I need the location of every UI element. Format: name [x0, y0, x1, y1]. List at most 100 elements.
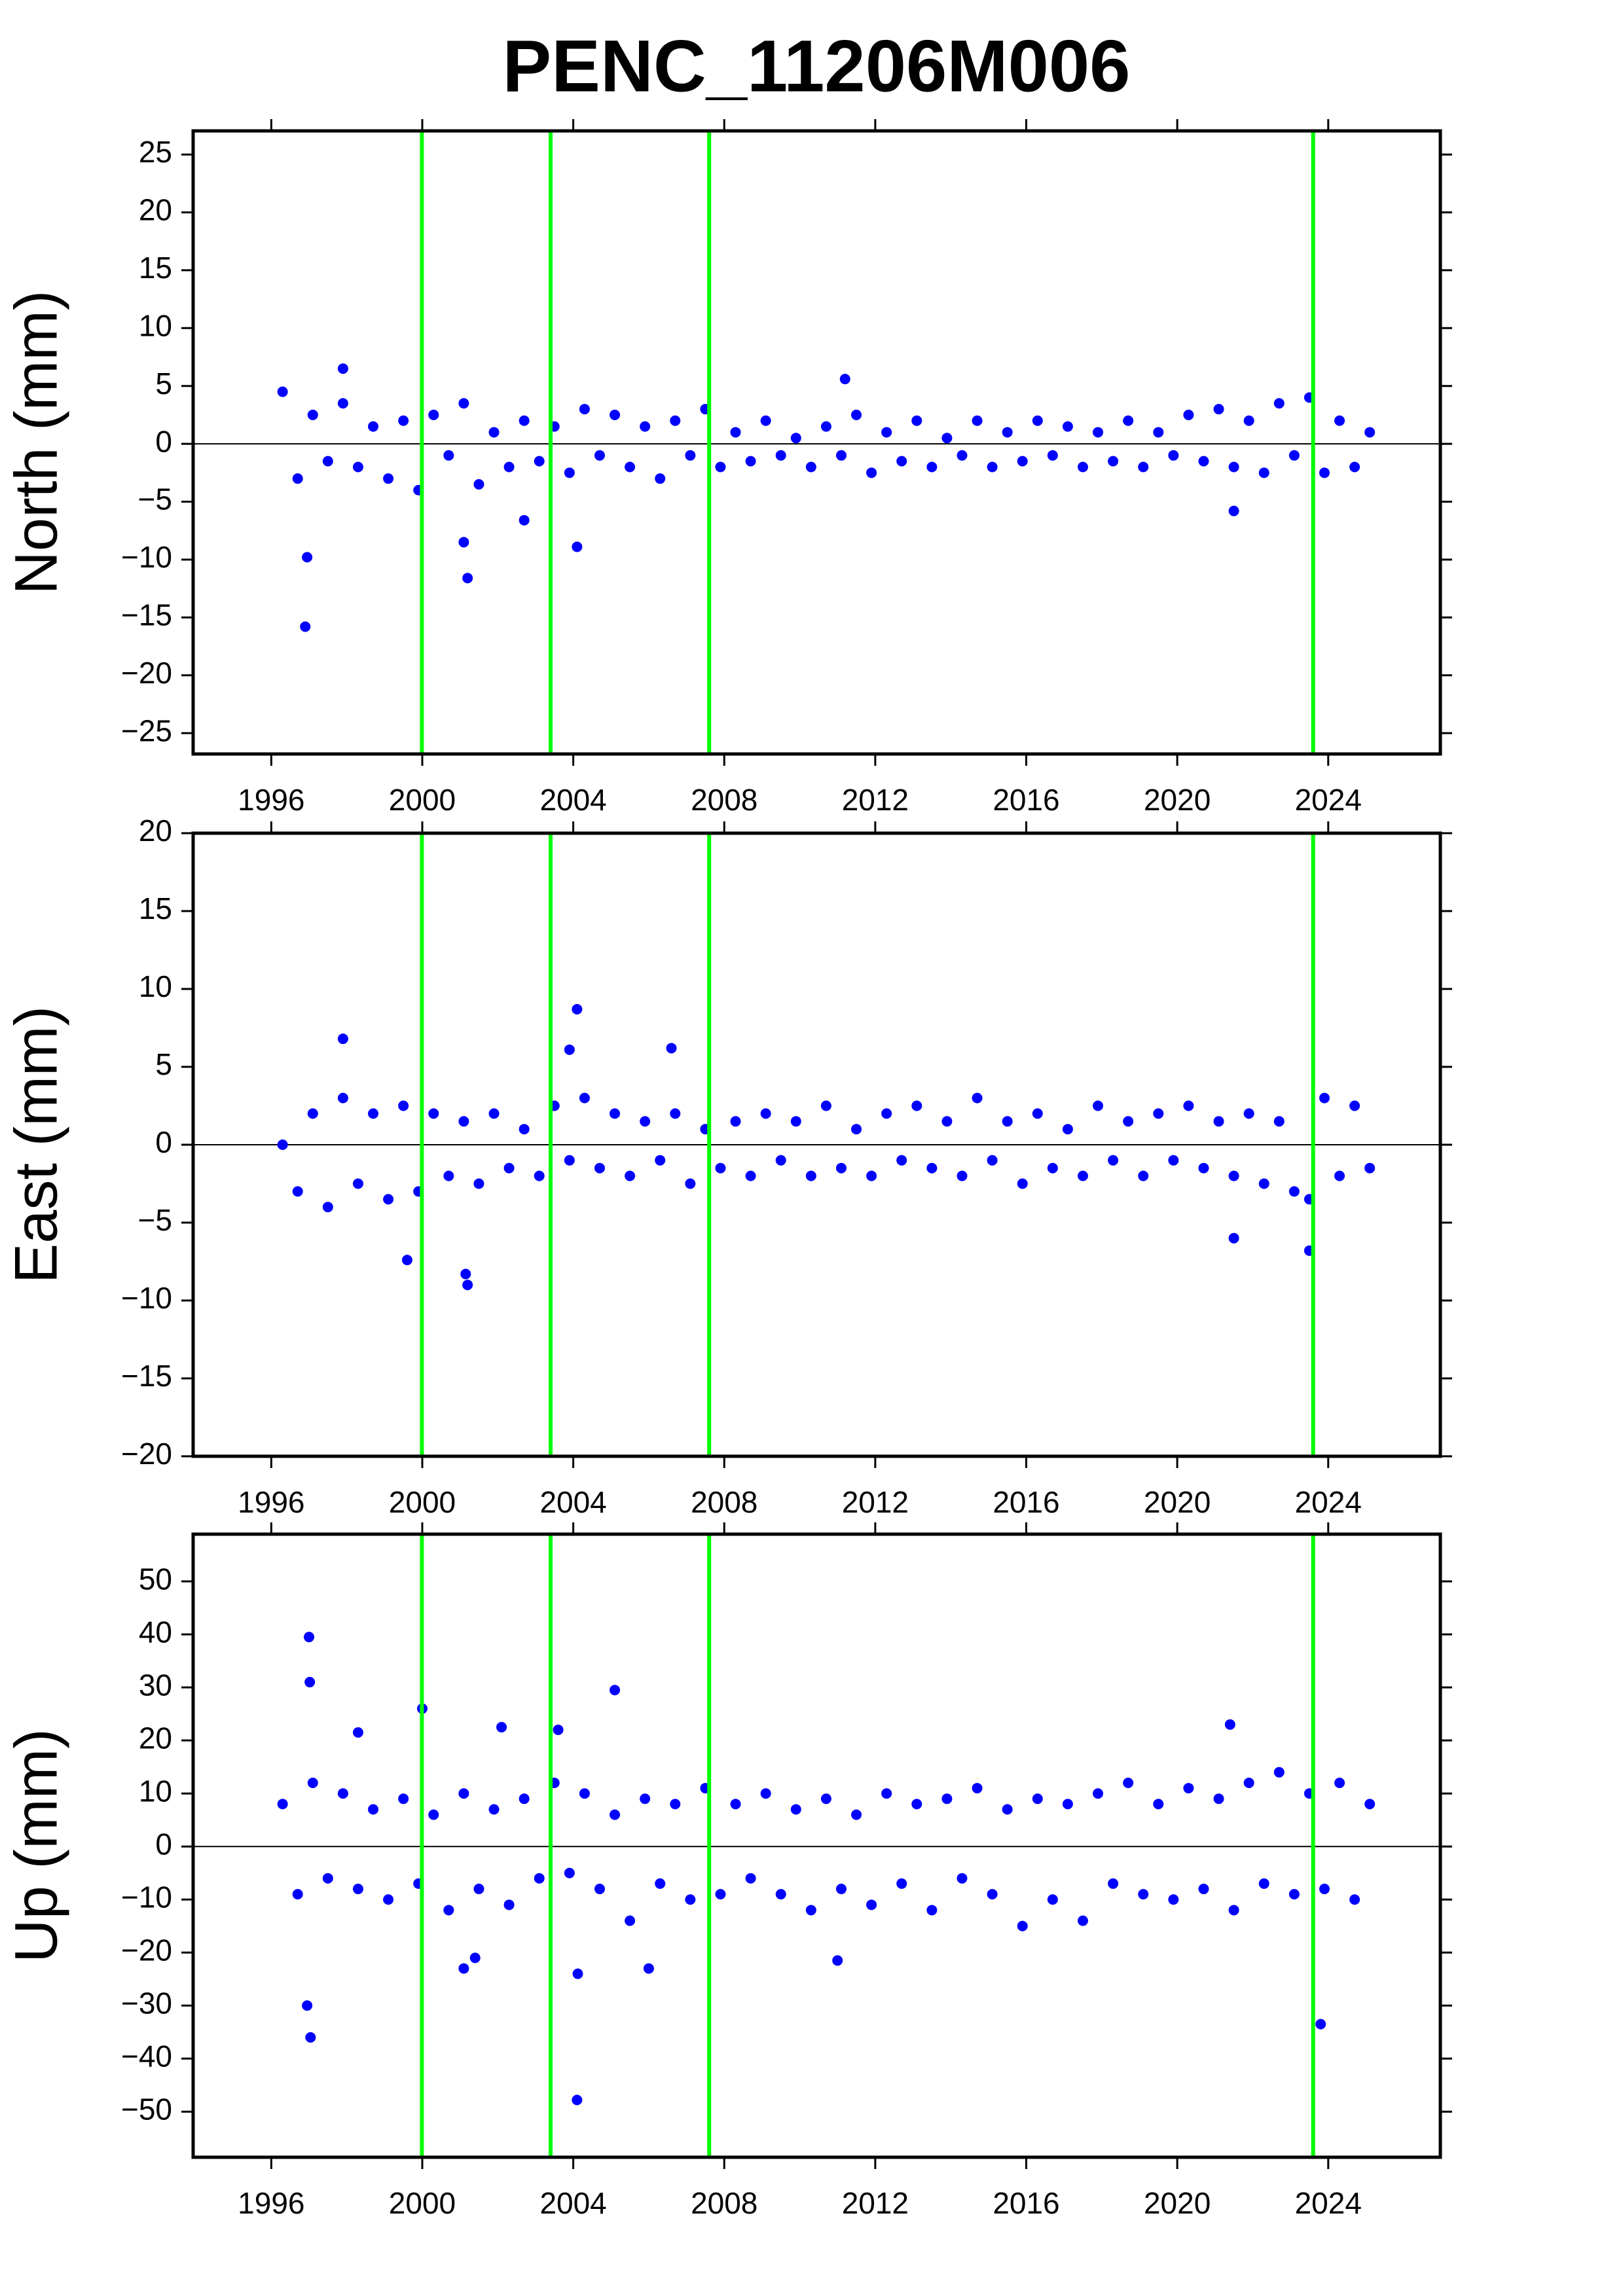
point	[1138, 1170, 1149, 1181]
point	[881, 1108, 892, 1119]
point	[579, 1788, 590, 1799]
point	[352, 1178, 363, 1189]
x-tick-label: 2024	[1295, 783, 1362, 817]
point	[1077, 1170, 1088, 1181]
point	[1334, 1777, 1345, 1788]
point	[610, 1809, 621, 1820]
plot-area	[193, 1534, 1440, 2157]
point	[685, 1178, 696, 1189]
x-tick-label: 2012	[842, 2186, 909, 2220]
point	[610, 409, 621, 420]
y-tick-label: 20	[139, 814, 172, 848]
point	[835, 1884, 847, 1895]
x-tick-label: 1996	[238, 2186, 304, 2220]
point	[760, 1788, 771, 1799]
point	[1228, 1905, 1239, 1916]
point	[972, 415, 983, 426]
y-tick-label: −15	[121, 1359, 172, 1393]
x-tick-label: 2020	[1144, 1485, 1211, 1519]
point	[1198, 1162, 1209, 1174]
point	[790, 433, 801, 444]
point	[307, 1108, 318, 1119]
point	[941, 1793, 953, 1804]
point	[337, 1033, 348, 1045]
point	[1077, 1915, 1088, 1926]
point	[519, 415, 530, 426]
point	[911, 415, 922, 426]
point	[670, 1799, 681, 1810]
y-tick-label: 30	[139, 1668, 172, 1702]
point	[1243, 1777, 1254, 1788]
point	[458, 537, 469, 548]
y-tick-label: 40	[139, 1615, 172, 1649]
point	[1243, 415, 1254, 426]
point	[1273, 398, 1285, 409]
point	[625, 1170, 636, 1181]
point	[957, 1170, 968, 1181]
x-tick-label: 2004	[539, 783, 606, 817]
point	[1108, 456, 1119, 467]
point	[715, 461, 726, 473]
point	[1032, 415, 1043, 426]
point	[534, 1873, 545, 1884]
point	[564, 467, 575, 478]
point	[820, 421, 831, 432]
plot-area	[193, 131, 1440, 754]
x-tick-label: 2008	[691, 783, 757, 817]
point	[519, 514, 530, 526]
x-tick-label: 2016	[993, 2186, 1059, 2220]
point	[896, 1878, 907, 1889]
y-tick-label: 15	[139, 891, 172, 925]
point	[881, 1788, 892, 1799]
point	[745, 456, 756, 467]
point	[685, 1894, 696, 1905]
point	[488, 427, 500, 438]
y-tick-label: 20	[139, 1721, 172, 1755]
point	[1093, 427, 1104, 438]
y-tick-label: −10	[121, 1281, 172, 1315]
point	[1273, 1767, 1285, 1778]
point	[1319, 1884, 1330, 1895]
point	[1228, 461, 1239, 473]
point	[1258, 1878, 1269, 1889]
point	[1213, 1116, 1224, 1127]
point	[594, 1162, 605, 1174]
point	[458, 1116, 469, 1127]
y-tick-label: 10	[139, 308, 172, 342]
x-tick-label: 2012	[842, 783, 909, 817]
point	[1288, 1186, 1300, 1197]
point	[655, 473, 666, 484]
point	[775, 1155, 786, 1166]
x-tick-label: 2008	[691, 2186, 757, 2220]
point	[277, 1139, 288, 1150]
y-tick-label: 10	[139, 969, 172, 1003]
y-tick-label: 50	[139, 1562, 172, 1596]
x-tick-label: 2024	[1295, 1485, 1362, 1519]
point	[730, 427, 741, 438]
y-tick-label: −10	[121, 540, 172, 574]
point	[1349, 461, 1360, 473]
point	[941, 433, 953, 444]
y-tick-label: −20	[121, 1437, 172, 1471]
y-tick-label: 0	[155, 1827, 172, 1861]
point	[1093, 1100, 1104, 1111]
point	[1062, 421, 1073, 432]
point	[428, 1809, 439, 1820]
point	[337, 398, 348, 409]
point	[1349, 1894, 1360, 1905]
point	[926, 1905, 938, 1916]
point	[337, 1788, 348, 1799]
point	[926, 461, 938, 473]
point	[383, 473, 394, 484]
point	[1198, 456, 1209, 467]
x-tick-label: 2020	[1144, 2186, 1211, 2220]
point	[398, 1100, 409, 1111]
point	[307, 1777, 318, 1788]
point	[1077, 461, 1088, 473]
point	[625, 461, 636, 473]
point	[851, 1124, 862, 1135]
point	[1002, 427, 1013, 438]
x-tick-label: 2004	[539, 1485, 606, 1519]
point	[488, 1108, 500, 1119]
point	[579, 1092, 590, 1103]
